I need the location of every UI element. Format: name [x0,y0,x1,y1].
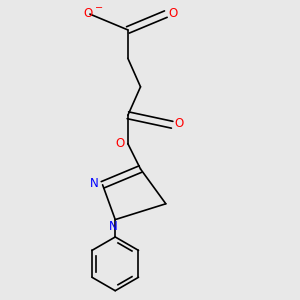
Text: O: O [84,7,93,20]
Text: O: O [175,117,184,130]
Text: O: O [115,137,124,150]
Text: O: O [168,7,177,20]
Text: −: − [95,3,103,13]
Text: N: N [90,177,99,190]
Text: N: N [109,220,118,233]
